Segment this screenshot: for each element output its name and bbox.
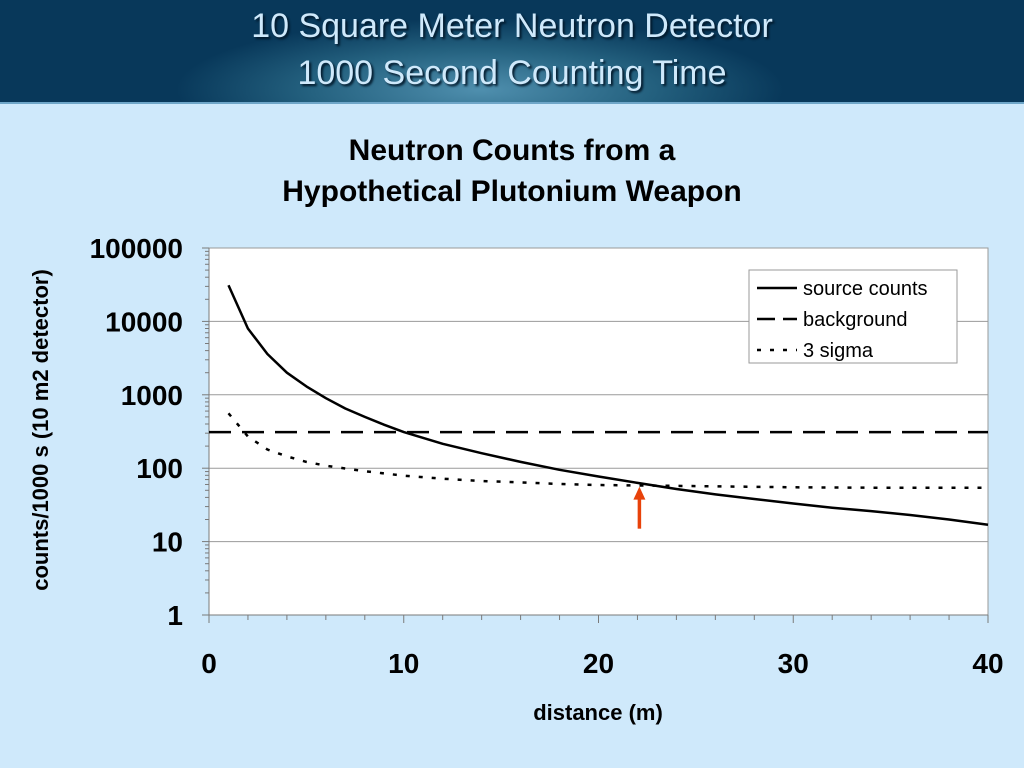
crossover-arrow-head — [633, 486, 646, 500]
banner-divider — [0, 102, 1024, 104]
legend-box — [748, 269, 958, 364]
x-tick-label: 10 — [388, 648, 419, 679]
x-tick-label: 30 — [778, 648, 809, 679]
y-tick-label: 10 — [152, 527, 183, 558]
title-banner: 10 Square Meter Neutron Detector 1000 Se… — [0, 0, 1024, 102]
legend-label: 3 sigma — [803, 340, 874, 362]
slide-title-line-2: 1000 Second Counting Time — [297, 54, 727, 92]
y-tick-label: 100 — [136, 453, 183, 484]
y-tick-label: 1 — [167, 600, 183, 631]
plot-area: 1 10 100 1000 10000 100000 0 10 20 30 40 source cou… — [90, 233, 1004, 679]
chart-title-line-2: Hypothetical Plutonium Weapon — [282, 175, 741, 208]
x-axis-label: distance (m) — [533, 700, 663, 725]
x-tick-label: 20 — [583, 648, 614, 679]
legend: source counts background 3 sigma — [748, 269, 958, 364]
chart-title-line-1: Neutron Counts from a — [349, 134, 676, 167]
legend-label: background — [803, 309, 908, 331]
series-source-counts-line — [227, 284, 989, 526]
y-axis-label: counts/1000 s (10 m2 detector) — [28, 269, 53, 591]
y-tick-label: 10000 — [105, 306, 183, 337]
x-tick-label: 40 — [972, 648, 1003, 679]
y-tick-label: 1000 — [121, 380, 183, 411]
legend-label: source counts — [803, 278, 928, 300]
x-tick-label: 0 — [201, 648, 217, 679]
slide-title-line-1: 10 Square Meter Neutron Detector — [251, 7, 773, 45]
y-tick-label: 100000 — [90, 233, 183, 264]
